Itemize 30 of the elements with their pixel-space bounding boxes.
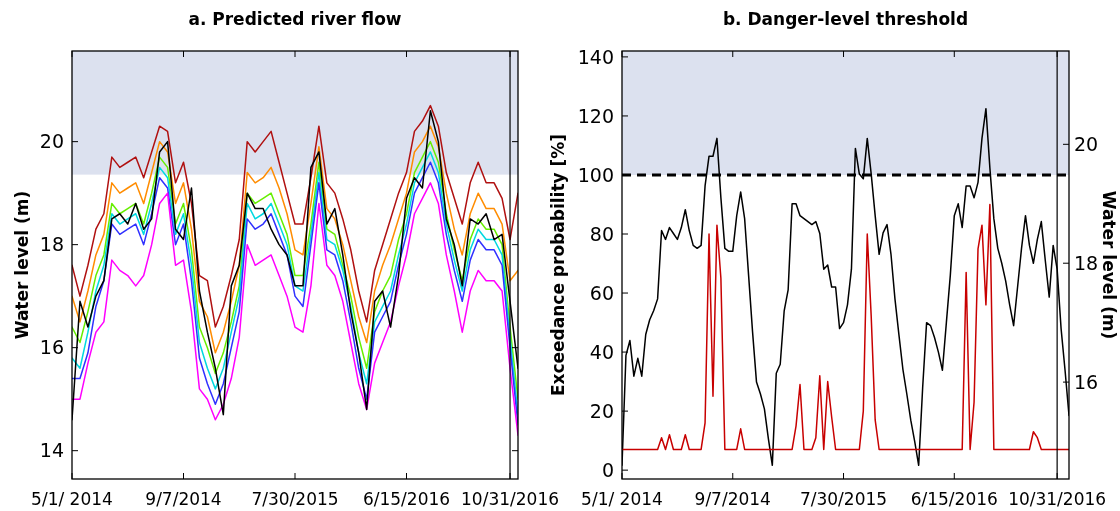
x-tick-label: 5/1/ 2014 xyxy=(581,489,663,509)
x-tick-label: 7/30/2015 xyxy=(251,489,339,509)
y2-tick-label: 18 xyxy=(1074,251,1099,274)
y-tick-label: 40 xyxy=(589,340,614,363)
y-tick-label: 20 xyxy=(39,130,64,153)
x-tick-label: 7/30/2015 xyxy=(799,489,888,509)
x-tick-label: 9/7/2014 xyxy=(694,489,771,509)
x-tick-label: 6/15/2016 xyxy=(362,489,451,509)
y-tick-label: 100 xyxy=(577,163,614,186)
y-axis-title: Water level (m) xyxy=(12,190,32,340)
x-tick-label: 10/31/2016 xyxy=(461,489,560,509)
y-tick-label: 18 xyxy=(39,233,64,256)
y-tick-label: 20 xyxy=(589,399,614,422)
y-tick-label: 0 xyxy=(601,458,614,481)
y2-axis-title: Water level (m) xyxy=(1099,190,1119,340)
x-tick-label: 9/7/2014 xyxy=(145,489,222,509)
chart-title: a. Predicted river flow xyxy=(188,9,402,29)
y2-tick-label: 20 xyxy=(1074,132,1099,155)
x-tick-label: 6/15/2016 xyxy=(910,489,998,509)
x-tick-label: 5/1/ 2014 xyxy=(31,489,113,509)
chart-title: b. Danger-level threshold xyxy=(722,9,969,29)
y-tick-label: 14 xyxy=(39,439,64,462)
y-tick-label: 120 xyxy=(577,104,614,127)
y-axis-title: Exceedance probability [%] xyxy=(548,133,568,397)
y-tick-label: 16 xyxy=(39,336,64,359)
y-tick-label: 140 xyxy=(577,45,614,68)
y-tick-label: 60 xyxy=(589,281,614,304)
x-tick-label: 10/31/2016 xyxy=(1008,489,1107,509)
y-tick-label: 80 xyxy=(589,222,614,245)
y2-tick-label: 16 xyxy=(1074,370,1099,393)
